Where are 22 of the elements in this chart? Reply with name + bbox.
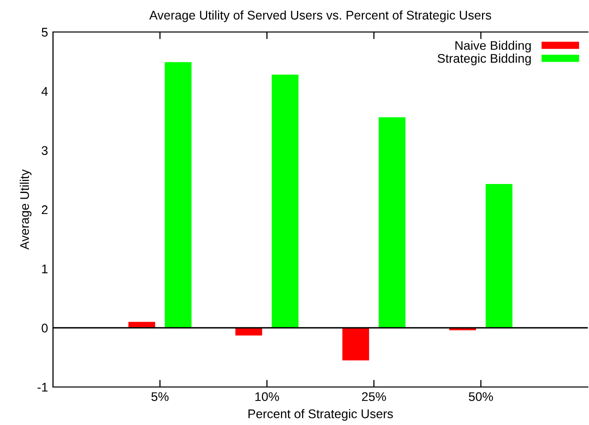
chart-title: Average Utility of Served Users vs. Percent of Strategic Users — [149, 10, 492, 22]
bar — [378, 117, 406, 328]
y-tick-label: 0 — [42, 324, 48, 332]
y-tick-label: 5 — [42, 28, 48, 37]
y-tick-label: 1 — [42, 264, 48, 274]
y-axis-title: Average Utility — [20, 169, 32, 250]
x-axis-title: Percent of Strategic Users — [248, 409, 393, 421]
bar — [486, 184, 512, 328]
y-tick-label: 2 — [42, 205, 48, 214]
legend-label: Strategic Bidding — [438, 54, 531, 66]
x-tick-label: 25% — [362, 392, 386, 402]
x-tick-label: 50% — [468, 392, 493, 402]
x-tick-label: 5% — [151, 392, 169, 402]
x-tick-label: 10% — [255, 392, 279, 402]
bar — [164, 62, 192, 328]
bar — [272, 74, 298, 328]
y-tick-label: -1 — [38, 382, 48, 392]
bar — [342, 328, 370, 360]
y-tick-label: 4 — [41, 87, 48, 96]
bar — [235, 328, 262, 336]
legend-label: Naive Bidding — [455, 40, 531, 52]
y-tick-label: 3 — [42, 146, 48, 155]
